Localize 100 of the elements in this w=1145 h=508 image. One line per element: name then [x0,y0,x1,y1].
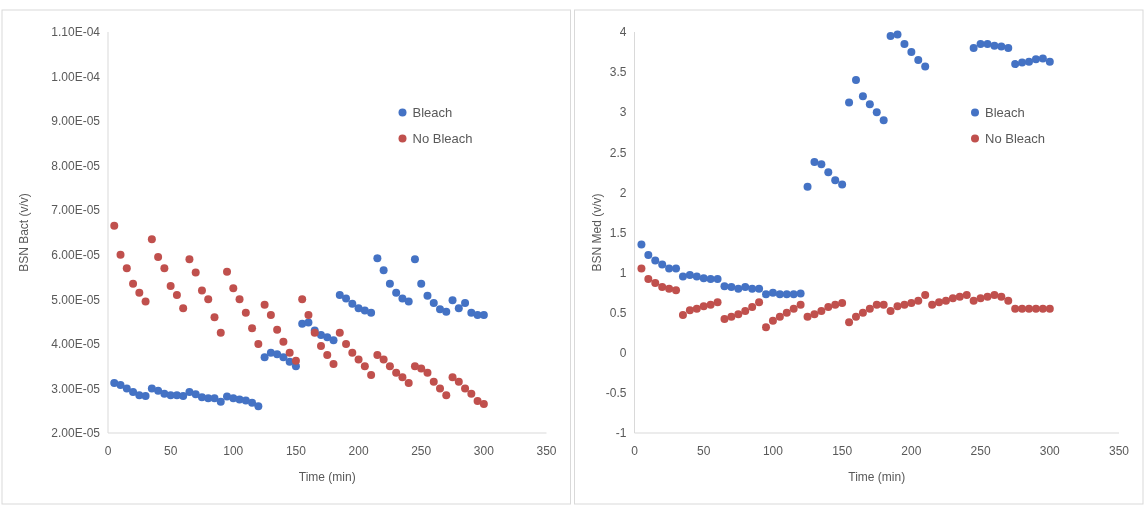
point [921,291,930,300]
point [962,291,971,300]
point [762,323,771,332]
point [706,300,715,309]
point [122,384,131,393]
x-tick-label: 200 [348,444,369,458]
point [254,339,263,348]
y-tick-label: 8.00E-05 [51,158,101,173]
point [838,299,847,308]
point [651,279,660,288]
point [755,284,764,293]
point [260,300,269,309]
point [210,394,219,403]
point [191,390,200,399]
x-tick-label: 150 [832,444,853,458]
point [197,286,206,295]
point [285,348,294,357]
point [755,298,764,307]
point [141,392,150,401]
point [392,288,401,297]
point [713,275,722,284]
y-tick-label: 1 [619,265,627,280]
point [914,296,923,305]
point [116,380,125,389]
point [665,264,674,273]
point [461,384,470,393]
point [179,304,188,313]
point [976,294,985,303]
point [385,279,394,288]
point [266,310,275,319]
x-axis-title: Time (min) [298,470,356,484]
point [851,76,860,85]
point [216,397,225,406]
point [914,56,923,65]
point [699,274,708,283]
y-axis-title: BSN Med (v/v) [589,193,604,272]
y-tick-label: 2 [619,185,627,200]
point [273,350,282,359]
point [907,299,916,308]
point [348,299,357,308]
point [204,295,213,304]
point [348,348,357,357]
y-tick-label: 0 [619,346,627,360]
point [448,296,457,305]
point [398,373,407,382]
point [1025,304,1034,313]
point [969,44,978,53]
point [845,318,854,327]
y-tick-label: 7.00E-05 [51,203,101,218]
point [810,310,819,319]
point [741,307,750,316]
point [665,284,674,293]
point [398,294,407,303]
point [1011,304,1020,313]
point [678,311,687,320]
point [279,353,288,362]
point [260,353,269,362]
point [692,272,701,281]
point [948,294,957,303]
point [1031,304,1040,313]
point [741,283,750,292]
point [997,42,1006,51]
point [789,290,798,299]
point [1018,58,1027,67]
point [768,288,777,297]
point [699,302,708,311]
point [893,302,902,311]
point [976,40,985,49]
y-tick-label: 1.10E-04 [51,25,101,40]
x-tick-label: 50 [697,444,711,458]
point [851,312,860,321]
point [429,377,438,386]
point [141,297,150,306]
point [392,368,401,377]
point [479,310,488,319]
point [803,182,812,191]
point [921,62,930,71]
point [323,333,332,342]
point [367,308,376,317]
point [775,312,784,321]
point [342,339,351,348]
point [941,296,950,305]
point [461,298,470,307]
point [229,394,238,403]
point [385,362,394,371]
x-tick-label: 350 [536,444,557,458]
point [817,160,826,169]
y-tick-label: 4 [619,25,627,40]
point [154,253,163,262]
point [122,264,131,273]
point [185,255,194,264]
point [796,289,805,298]
point [448,373,457,382]
point [210,313,219,322]
point [335,328,344,337]
y-tick-label: 0.5 [609,305,627,320]
point [147,384,156,393]
point [955,292,964,301]
point [1045,304,1054,313]
point [748,303,757,312]
